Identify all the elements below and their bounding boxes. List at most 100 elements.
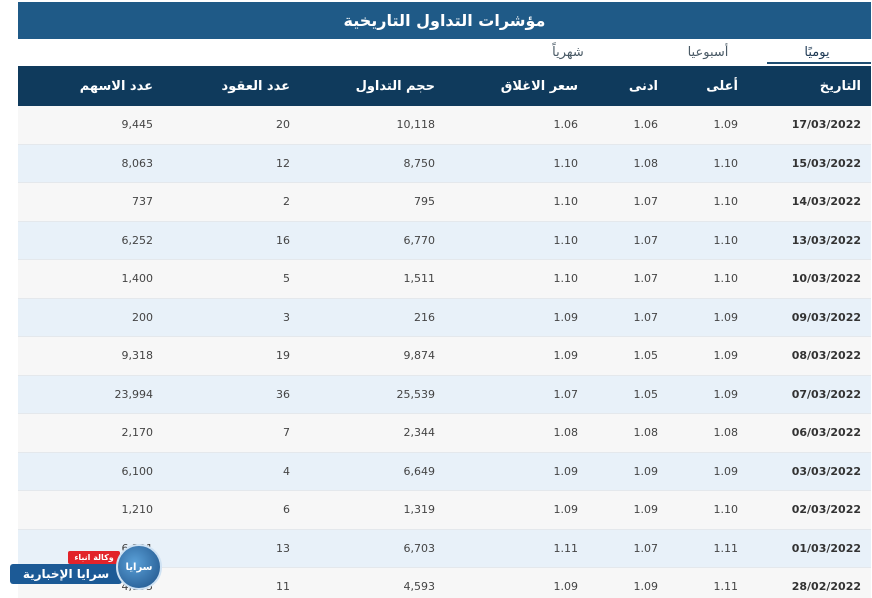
table-row: 03/03/2022 1.09 1.09 1.09 6,649 4 6,100: [18, 452, 871, 491]
cell-date: 06/03/2022: [791, 426, 861, 440]
tab-daily[interactable]: يوميًا: [804, 45, 830, 60]
cell-shares: 23,994: [114, 387, 154, 401]
cell-close: 1.09: [553, 349, 579, 363]
watermark-tag: وكالة انباء: [68, 551, 120, 564]
table-row: 07/03/2022 1.09 1.05 1.07 25,539 36 23,994: [18, 375, 871, 414]
table-row: 02/03/2022 1.10 1.09 1.09 1,319 6 1,210: [18, 491, 871, 530]
cell-low: 1.07: [633, 272, 659, 286]
cell-low: 1.07: [633, 233, 659, 247]
cell-low: 1.09: [633, 503, 659, 517]
cell-volume: 6,770: [403, 233, 436, 247]
cell-low: 1.08: [633, 156, 659, 170]
table-row: 13/03/2022 1.10 1.07 1.10 6,770 16 6,252: [18, 221, 871, 260]
header-low: ادنى: [628, 78, 658, 94]
cell-volume: 1,319: [403, 503, 436, 517]
cell-volume: 10,118: [396, 118, 436, 132]
cell-deals: 7: [283, 426, 290, 440]
cell-close: 1.10: [553, 233, 579, 247]
table-body: 17/03/2022 1.09 1.06 1.06 10,118 20 9,445 15/03…: [18, 106, 871, 598]
cell-close: 1.09: [553, 310, 579, 324]
trading-table: التاريخ أعلى ادنى سعر الاغلاق حجم التداو…: [18, 66, 871, 598]
cell-close: 1.10: [553, 195, 579, 209]
cell-deals: 5: [283, 272, 290, 286]
cell-close: 1.06: [553, 118, 579, 132]
cell-date: 15/03/2022: [791, 156, 861, 170]
table-row: 08/03/2022 1.09 1.05 1.09 9,874 19 9,318: [18, 337, 871, 376]
cell-volume: 8,750: [403, 156, 436, 170]
cell-date: 28/02/2022: [791, 580, 861, 594]
header-high: أعلى: [706, 78, 738, 94]
cell-date: 17/03/2022: [791, 118, 861, 132]
cell-close: 1.10: [553, 156, 579, 170]
table-row: 14/03/2022 1.10 1.07 1.10 795 2 737: [18, 183, 871, 222]
cell-deals: 4: [283, 464, 290, 478]
cell-close: 1.10: [553, 272, 579, 286]
cell-shares: 737: [132, 195, 153, 209]
table-row: 09/03/2022 1.09 1.07 1.09 216 3 200: [18, 298, 871, 337]
cell-volume: 2,344: [403, 426, 436, 440]
tab-monthly[interactable]: شهرياً: [552, 45, 584, 60]
table-header: التاريخ أعلى ادنى سعر الاغلاق حجم التداو…: [18, 66, 871, 106]
watermark-circle-logo: سرايا: [116, 544, 162, 590]
period-tabs: يوميًا أسبوعيا شهرياً: [18, 40, 871, 66]
cell-high: 1.09: [713, 349, 739, 363]
cell-volume: 25,539: [396, 387, 436, 401]
watermark-logo: وكالة انباء سرايا الإخبارية سرايا: [10, 540, 170, 592]
table-row: 10/03/2022 1.10 1.07 1.10 1,511 5 1,400: [18, 260, 871, 299]
cell-shares: 9,445: [121, 118, 154, 132]
cell-volume: 6,703: [403, 541, 436, 555]
cell-high: 1.09: [713, 387, 739, 401]
cell-deals: 13: [276, 541, 290, 555]
tab-weekly[interactable]: أسبوعيا: [687, 45, 729, 60]
cell-shares: 200: [132, 310, 153, 324]
cell-volume: 4,593: [403, 580, 436, 594]
header-volume: حجم التداول: [355, 78, 435, 94]
cell-close: 1.09: [553, 580, 579, 594]
cell-date: 13/03/2022: [791, 233, 861, 247]
table-row: 17/03/2022 1.09 1.06 1.06 10,118 20 9,445: [18, 106, 871, 145]
cell-deals: 19: [276, 349, 290, 363]
cell-high: 1.11: [713, 541, 739, 555]
header-date: التاريخ: [819, 78, 861, 94]
cell-close: 1.09: [553, 503, 579, 517]
cell-close: 1.07: [553, 387, 579, 401]
cell-high: 1.10: [713, 233, 739, 247]
active-tab-indicator: [767, 62, 871, 64]
cell-volume: 216: [414, 310, 435, 324]
table-row: 15/03/2022 1.10 1.08 1.10 8,750 12 8,063: [18, 144, 871, 183]
cell-low: 1.09: [633, 580, 659, 594]
cell-date: 07/03/2022: [791, 387, 861, 401]
cell-deals: 6: [283, 503, 290, 517]
cell-close: 1.11: [553, 541, 579, 555]
cell-high: 1.09: [713, 118, 739, 132]
cell-deals: 2: [283, 195, 290, 209]
cell-shares: 8,063: [121, 156, 154, 170]
cell-date: 02/03/2022: [791, 503, 861, 517]
cell-shares: 2,170: [121, 426, 154, 440]
cell-deals: 36: [276, 387, 290, 401]
cell-deals: 12: [276, 156, 290, 170]
cell-high: 1.10: [713, 156, 739, 170]
cell-low: 1.07: [633, 310, 659, 324]
cell-date: 09/03/2022: [791, 310, 861, 324]
cell-shares: 9,318: [121, 349, 154, 363]
cell-shares: 6,252: [121, 233, 154, 247]
cell-deals: 3: [283, 310, 290, 324]
cell-high: 1.09: [713, 310, 739, 324]
cell-date: 10/03/2022: [791, 272, 861, 286]
header-close: سعر الاغلاق: [500, 78, 578, 94]
cell-low: 1.08: [633, 426, 659, 440]
cell-low: 1.07: [633, 541, 659, 555]
cell-shares: 6,100: [121, 464, 154, 478]
page-title: مؤشرات التداول التاريخية: [18, 2, 871, 39]
cell-volume: 795: [414, 195, 435, 209]
cell-low: 1.05: [633, 387, 659, 401]
watermark-main: سرايا الإخبارية: [10, 564, 122, 584]
cell-high: 1.10: [713, 503, 739, 517]
cell-high: 1.08: [713, 426, 739, 440]
cell-volume: 1,511: [403, 272, 436, 286]
table-row: 06/03/2022 1.08 1.08 1.08 2,344 7 2,170: [18, 414, 871, 453]
cell-shares: 1,210: [121, 503, 154, 517]
cell-high: 1.10: [713, 195, 739, 209]
